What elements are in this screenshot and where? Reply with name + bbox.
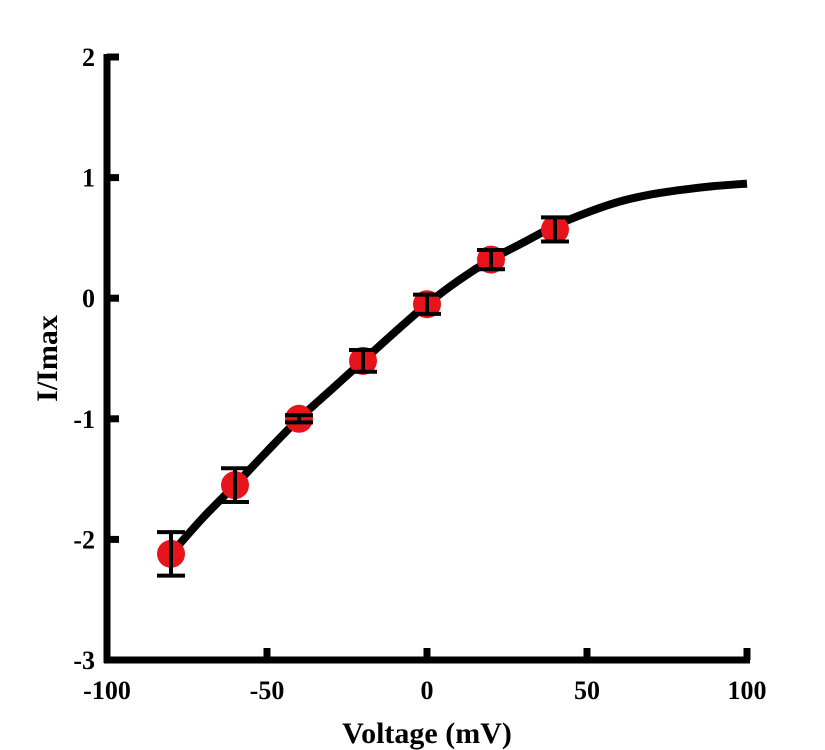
error-bar — [221, 466, 249, 505]
error-bar — [541, 215, 569, 244]
y-tick-label: 2 — [82, 43, 95, 72]
axes-layer — [103, 53, 751, 664]
error-bars-layer — [157, 215, 569, 578]
x-tick-label: 50 — [574, 676, 600, 705]
x-tick-label: 0 — [421, 676, 434, 705]
x-axis-title: Voltage (mV) — [342, 717, 512, 750]
y-tick-label: 0 — [82, 284, 95, 313]
error-bar — [157, 530, 185, 578]
error-bar — [285, 413, 313, 425]
y-tick-label: -1 — [73, 405, 95, 434]
error-bar — [349, 348, 377, 374]
data-points-layer — [157, 215, 569, 568]
error-bar — [413, 292, 441, 316]
fit-line-layer — [168, 179, 748, 557]
y-axis-title: I/Imax — [31, 315, 64, 402]
error-bar — [477, 247, 505, 272]
fit-curve — [168, 179, 748, 557]
y-tick-label: 1 — [82, 164, 95, 193]
labels-layer: -3 -2 -1 0 1 2 -100 -50 0 50 100 Voltage (mV) I/Imax — [31, 43, 767, 750]
x-tick-label: 100 — [728, 676, 767, 705]
y-tick-label: -3 — [73, 646, 95, 675]
y-tick-label: -2 — [73, 525, 95, 554]
x-tick-label: -50 — [250, 676, 285, 705]
x-tick-label: -100 — [83, 676, 131, 705]
